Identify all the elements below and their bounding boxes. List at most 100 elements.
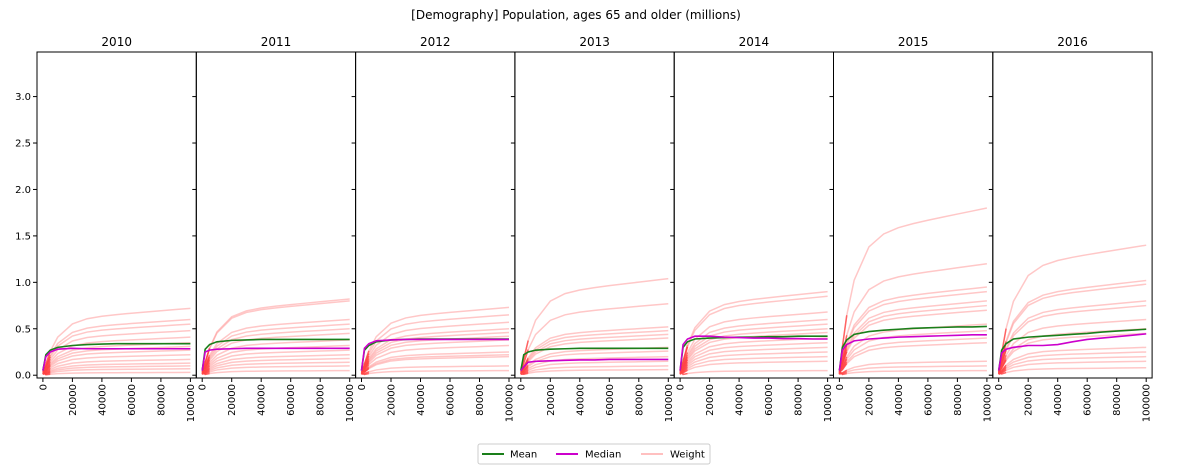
x-tick-label: 40000 [735, 384, 746, 416]
x-tick-label: 100000 [345, 384, 356, 422]
panel-2015: 2015 0 20000 40000 60000 80000 100000 [829, 35, 993, 422]
weight-line-start [839, 363, 848, 372]
x-tick-label: 0 [38, 384, 49, 390]
weight-line [998, 367, 1147, 375]
weight-line [679, 369, 828, 376]
panel-title: 2016 [1057, 35, 1088, 49]
median-line [997, 333, 1147, 371]
x-tick-label: 80000 [1112, 384, 1123, 416]
panel-2016: 2016 0 20000 40000 60000 80000 100000 [988, 35, 1153, 422]
y-tick-label: 1.5 [15, 231, 31, 242]
weight-line-start [998, 369, 1007, 375]
x-tick-label: 0 [835, 384, 846, 390]
panel-traces [838, 207, 988, 376]
weight-line [997, 244, 1147, 375]
x-tick-label: 80000 [475, 384, 486, 416]
panel-title: 2012 [420, 35, 451, 49]
median-line [679, 335, 828, 371]
figure-title: [Demography] Population, ages 65 and old… [411, 8, 741, 22]
x-tick-label: 80000 [156, 384, 167, 416]
x-tick-label: 20000 [1024, 384, 1035, 416]
legend-mean-label: Mean [510, 450, 537, 461]
weight-line-start [42, 370, 51, 376]
x-tick-label: 100000 [505, 384, 516, 422]
y-tick-label: 2.5 [15, 139, 31, 150]
x-tick-label: 0 [994, 384, 1005, 390]
x-tick-label: 20000 [227, 384, 238, 416]
x-tick-label: 100000 [664, 384, 675, 422]
panel-2010: 2010 0.0 0.5 1.0 1.5 2.0 2.5 3.0 0 20000 40000 6000… [15, 35, 197, 422]
x-tick-label: 20000 [864, 384, 875, 416]
y-tick-label: 1.0 [15, 278, 31, 289]
x-tick-label: 60000 [446, 384, 457, 416]
mean-line [520, 347, 669, 371]
weight-line-start [201, 370, 210, 376]
panel-2012: 2012 0 20000 40000 60000 80000 100000 [351, 35, 516, 422]
x-tick-label: 20000 [387, 384, 398, 416]
panel-2011: 2011 0 20000 40000 60000 80000 100000 [192, 35, 356, 422]
legend-median-label: Median [585, 450, 621, 461]
panel-traces [520, 277, 669, 376]
weight-line-start [361, 371, 370, 376]
panel-title: 2010 [101, 35, 132, 49]
panel-traces [360, 306, 510, 376]
panel-traces [679, 290, 828, 376]
y-tick-label: 0.0 [15, 371, 31, 382]
x-tick-label: 20000 [705, 384, 716, 416]
mean-line [42, 342, 191, 371]
mean-line [997, 328, 1147, 371]
median-line [838, 334, 987, 371]
x-tick-label: 0 [357, 384, 368, 390]
chart-legend: Mean Median Weight [477, 443, 711, 465]
panel-title: 2014 [739, 35, 770, 49]
median-line [520, 358, 669, 372]
x-tick-label: 80000 [634, 384, 645, 416]
x-tick-label: 20000 [546, 384, 557, 416]
panel-title: 2013 [579, 35, 610, 49]
x-tick-label: 40000 [575, 384, 586, 416]
weight-line [838, 263, 988, 373]
x-tick-label: 60000 [764, 384, 775, 416]
y-tick-label: 2.0 [15, 185, 31, 196]
legend-frame [477, 443, 711, 465]
panel-grid: 2010 0.0 0.5 1.0 1.5 2.0 2.5 3.0 0 20000 40000 6000… [15, 35, 1153, 422]
weight-line-start [679, 370, 688, 376]
panel-2014: 2014 0 20000 40000 60000 80000 100000 [670, 35, 834, 422]
x-tick-label: 20000 [68, 384, 79, 416]
weight-line [361, 369, 510, 376]
weight-line [201, 369, 350, 376]
x-tick-label: 40000 [97, 384, 108, 416]
median-line [360, 338, 509, 371]
x-tick-label: 40000 [894, 384, 905, 416]
x-tick-label: 40000 [1053, 384, 1064, 416]
x-tick-label: 40000 [257, 384, 268, 416]
x-tick-label: 60000 [1083, 384, 1094, 416]
y-tick-label: 3.0 [15, 92, 31, 103]
x-tick-label: 0 [516, 384, 527, 390]
x-tick-label: 80000 [794, 384, 805, 416]
weight-line [838, 207, 988, 375]
legend-weight-label: Weight [670, 450, 705, 461]
median-line [42, 347, 191, 371]
panel-frame [514, 51, 675, 379]
panel-traces [42, 307, 191, 376]
panel-traces [201, 298, 350, 376]
x-tick-label: 60000 [605, 384, 616, 416]
x-tick-label: 40000 [416, 384, 427, 416]
x-tick-label: 80000 [953, 384, 964, 416]
x-tick-label: 60000 [127, 384, 138, 416]
x-tick-label: 100000 [823, 384, 834, 422]
weight-line-start [361, 367, 370, 373]
panel-traces [997, 244, 1147, 375]
y-tick-label: 0.5 [15, 324, 31, 335]
weight-line [520, 368, 669, 376]
panel-title: 2015 [898, 35, 929, 49]
x-tick-label: 80000 [316, 384, 327, 416]
x-tick-label: 100000 [982, 384, 993, 422]
weight-line-start [998, 371, 1007, 375]
x-tick-label: 0 [676, 384, 687, 390]
weight-line-start [520, 372, 529, 376]
x-tick-label: 100000 [1142, 384, 1153, 422]
mean-line [201, 338, 350, 371]
